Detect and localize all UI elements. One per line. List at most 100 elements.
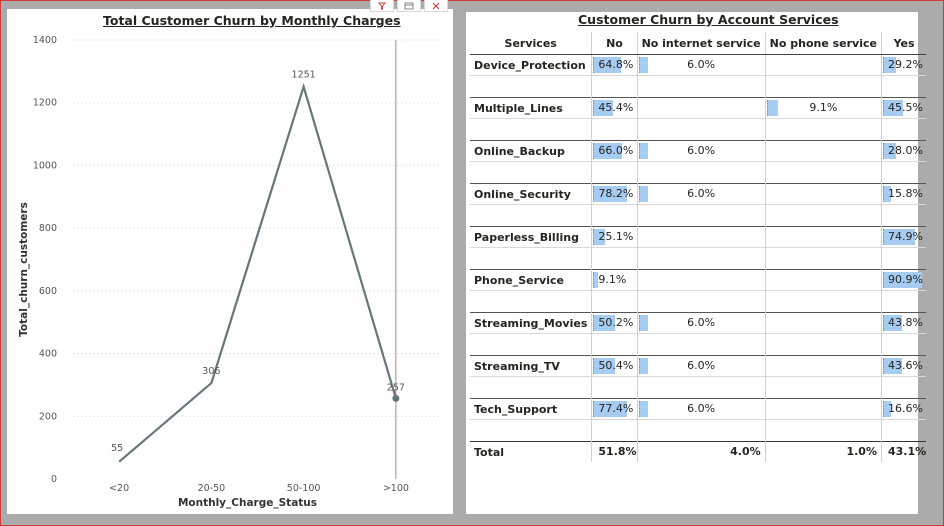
cell-no: 64.8% (591, 54, 638, 76)
total-value: 51.8% (598, 445, 637, 458)
spacer-cell (880, 376, 927, 399)
table-row[interactable]: Streaming_TV 50.4% 6.0% 43.6% (470, 355, 927, 377)
row-spacer (470, 161, 927, 184)
data-bar (593, 358, 616, 374)
cell-no: 66.0% (591, 140, 638, 162)
table-row[interactable]: Streaming_Movies 50.2% 6.0% 43.8% (470, 312, 927, 334)
data-bar (638, 143, 648, 159)
y-tick-label: 600 (39, 286, 57, 297)
matrix-visual[interactable]: Customer Churn by Account Services Servi… (466, 12, 927, 514)
total-no: 51.8% (591, 441, 638, 462)
table-row[interactable]: Paperless_Billing 25.1% 74.9% (470, 226, 927, 248)
spacer-cell (591, 161, 638, 184)
cell-value: 45.5% (887, 101, 923, 114)
data-bar (593, 143, 623, 159)
cell-value: 45.4% (598, 101, 634, 114)
cell-value: 78.2% (598, 187, 634, 200)
data-bar (882, 100, 903, 116)
y-axis-title: Total_churn_customers (18, 202, 30, 337)
cell-no-phone-service (764, 355, 882, 377)
cell-value: 6.0% (687, 316, 716, 329)
spacer-cell (636, 247, 766, 270)
spacer-cell (764, 333, 882, 356)
data-bar (593, 272, 599, 288)
column-header-services[interactable]: Services (470, 32, 592, 55)
table-row[interactable]: Device_Protection 64.8% 6.0% 29.2% (470, 54, 927, 76)
cell-value: 50.4% (598, 359, 634, 372)
data-bar (593, 401, 628, 417)
cell-yes: 74.9% (880, 226, 927, 248)
data-bar (882, 401, 891, 417)
filter-icon[interactable] (370, 0, 394, 12)
cell-yes: 29.2% (880, 54, 927, 76)
data-label: 257 (387, 382, 405, 393)
cell-no-internet-service: 6.0% (636, 355, 766, 377)
cell-no-internet-service: 6.0% (636, 398, 766, 420)
data-point-marker (392, 394, 400, 402)
spacer-cell (636, 161, 766, 184)
cell-yes: 15.8% (880, 183, 927, 205)
spacer-cell (470, 75, 592, 98)
table-row[interactable]: Online_Backup 66.0% 6.0% 28.0% (470, 140, 927, 162)
column-header-yes[interactable]: Yes (880, 32, 927, 55)
table-row[interactable]: Phone_Service 9.1% 90.9% (470, 269, 927, 291)
total-no-internet-service: 4.0% (636, 441, 766, 462)
cell-value: 15.8% (887, 187, 923, 200)
row-spacer (470, 204, 927, 227)
spacer-cell (470, 333, 592, 356)
cell-value: 6.0% (687, 187, 716, 200)
cell-no-internet-service (636, 226, 766, 248)
cell-value: 29.2% (887, 58, 923, 71)
spacer-cell (591, 75, 638, 98)
data-bar (593, 186, 628, 202)
cell-value: 66.0% (598, 144, 634, 157)
cell-no: 50.2% (591, 312, 638, 334)
data-bar (593, 229, 606, 245)
cell-yes: 43.6% (880, 355, 927, 377)
visual-header (370, 0, 448, 12)
row-spacer (470, 419, 927, 442)
matrix-header-row: Services No No internet service No phone… (470, 32, 927, 55)
more-options-icon[interactable] (424, 0, 448, 12)
spacer-cell (470, 419, 592, 442)
data-label: 55 (111, 443, 123, 454)
cell-no-phone-service (764, 54, 882, 76)
table-row[interactable]: Tech_Support 77.4% 6.0% 16.6% (470, 398, 927, 420)
table-row[interactable]: Online_Security 78.2% 6.0% 15.8% (470, 183, 927, 205)
column-header-no-phone-service[interactable]: No phone service (764, 32, 882, 55)
spacer-cell (470, 118, 592, 141)
spacer-cell (764, 290, 882, 313)
cell-yes: 43.8% (880, 312, 927, 334)
cell-no-internet-service (636, 97, 766, 119)
focus-mode-icon[interactable] (397, 0, 421, 12)
spacer-cell (764, 376, 882, 399)
service-name: Tech_Support (470, 398, 592, 420)
spacer-cell (636, 290, 766, 313)
column-header-no[interactable]: No (591, 32, 638, 55)
table-row[interactable]: Multiple_Lines 45.4% 9.1% 45.5% (470, 97, 927, 119)
cell-no-phone-service (764, 398, 882, 420)
spacer-cell (764, 204, 882, 227)
data-bar (882, 315, 902, 331)
spacer-cell (470, 376, 592, 399)
cell-value: 6.0% (687, 359, 716, 372)
total-value: 1.0% (846, 445, 877, 458)
spacer-cell (591, 204, 638, 227)
data-label: 306 (202, 366, 220, 377)
cell-no-internet-service: 6.0% (636, 140, 766, 162)
spacer-cell (880, 419, 927, 442)
column-header-no-internet-service[interactable]: No internet service (636, 32, 766, 55)
cell-no: 9.1% (591, 269, 638, 291)
line-chart-visual[interactable]: Total Customer Churn by Monthly Charges … (7, 0, 453, 514)
cell-no: 25.1% (591, 226, 638, 248)
x-tick-label: >100 (383, 483, 409, 494)
spacer-cell (591, 419, 638, 442)
spacer-cell (591, 376, 638, 399)
spacer-cell (764, 161, 882, 184)
data-label: 1251 (292, 70, 316, 81)
total-value: 4.0% (730, 445, 761, 458)
data-bar (638, 57, 648, 73)
spacer-cell (636, 376, 766, 399)
cell-value: 43.8% (887, 316, 923, 329)
cell-no: 50.4% (591, 355, 638, 377)
